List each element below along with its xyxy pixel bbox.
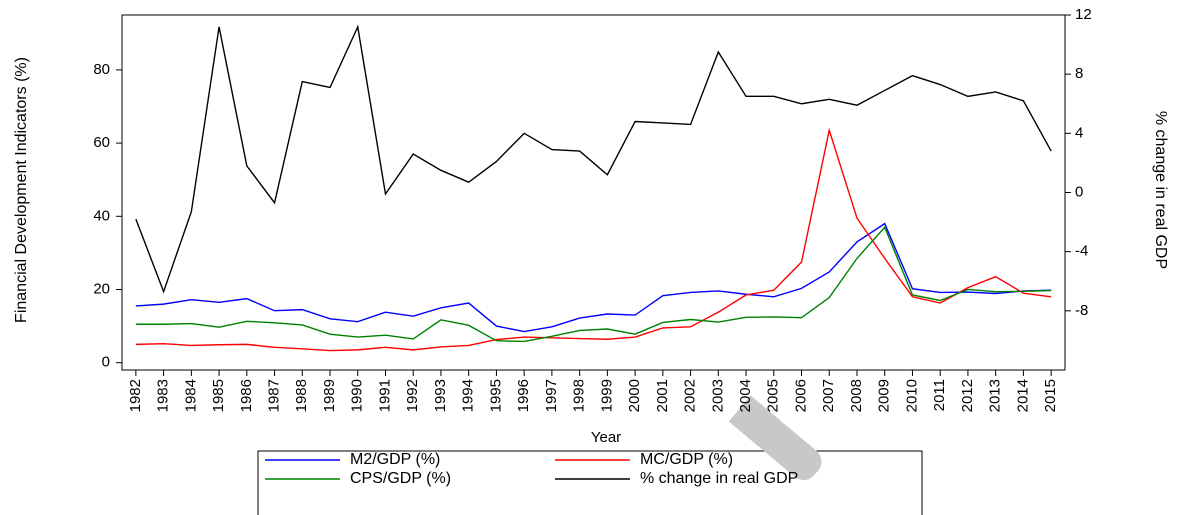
y-tick-label: 40: [93, 207, 110, 224]
y2-tick-label: 0: [1075, 183, 1083, 200]
x-tick-label: 1995: [487, 379, 504, 412]
x-tick-label: 1991: [376, 379, 393, 412]
x-tick-label: 2007: [820, 379, 837, 412]
x-tick-label: 2000: [626, 379, 643, 412]
x-tick-label: 2012: [959, 379, 976, 412]
x-tick-label: 2005: [765, 379, 782, 412]
x-tick-label: 1986: [238, 379, 255, 412]
x-tick-label: 1993: [432, 379, 449, 412]
y-tick-label: 80: [93, 61, 110, 78]
x-tick-label: 2001: [654, 379, 671, 412]
x-tick-label: 1983: [155, 379, 172, 412]
y-axis-label: Financial Development Indicators (%): [13, 57, 30, 323]
x-tick-label: 1996: [515, 379, 532, 412]
x-tick-label: 2003: [709, 379, 726, 412]
x-axis-label: Year: [591, 429, 621, 446]
x-tick-label: 2013: [987, 379, 1004, 412]
legend-label: % change in real GDP: [640, 470, 798, 487]
y2-tick-label: 8: [1075, 65, 1083, 82]
y2-tick-label: 12: [1075, 6, 1092, 23]
y2-axis-label: % change in real GDP: [1152, 111, 1169, 269]
x-tick-label: 2006: [792, 379, 809, 412]
x-tick-label: 2014: [1014, 379, 1031, 412]
y-tick-label: 20: [93, 280, 110, 297]
series-line: [135, 127, 1052, 352]
y2-tick-label: -4: [1075, 243, 1088, 260]
legend-label: MC/GDP (%): [640, 451, 733, 468]
legend-label: M2/GDP (%): [350, 451, 440, 468]
x-tick-label: 2015: [1042, 379, 1059, 412]
x-tick-label: 1998: [571, 379, 588, 412]
y-tick-label: 0: [102, 354, 110, 371]
overlay-shape: [728, 395, 822, 481]
x-tick-label: 2004: [737, 379, 754, 412]
overlay-pen-body: [728, 395, 782, 448]
legend-label: CPS/GDP (%): [350, 470, 451, 487]
x-tick-label: 1999: [598, 379, 615, 412]
x-tick-label: 1992: [404, 379, 421, 412]
x-tick-label: 1994: [460, 379, 477, 412]
x-tick-label: 1987: [266, 379, 283, 412]
y2-tick-label: 4: [1075, 124, 1083, 141]
y-tick-label: 60: [93, 134, 110, 151]
x-tick-label: 1997: [543, 379, 560, 412]
y2-tick-label: -8: [1075, 302, 1088, 319]
series-line: [135, 225, 1052, 343]
x-tick-label: 1990: [349, 379, 366, 412]
series-line: [135, 24, 1052, 294]
x-tick-label: 2008: [848, 379, 865, 412]
x-tick-label: 1989: [321, 379, 338, 412]
x-tick-label: 1982: [127, 379, 144, 412]
x-tick-label: 2010: [903, 379, 920, 412]
plot-frame: [121, 14, 1066, 371]
x-tick-label: 2002: [682, 379, 699, 412]
x-tick-label: 1985: [210, 379, 227, 412]
series-line: [135, 222, 1052, 333]
x-tick-label: 1984: [182, 379, 199, 412]
x-tick-label: 2011: [931, 379, 948, 411]
overlay-pen: [757, 420, 822, 481]
x-tick-label: 2009: [876, 379, 893, 412]
x-tick-label: 1988: [293, 379, 310, 412]
